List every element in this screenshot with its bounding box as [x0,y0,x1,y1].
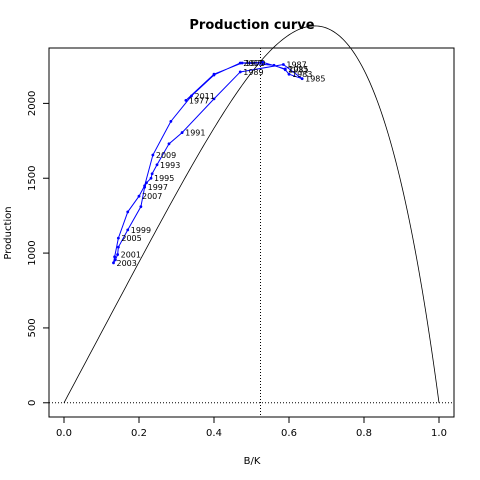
year-label: 2009 [156,151,176,160]
data-point [113,258,117,262]
year-label: 1983 [292,70,312,79]
x-tick-label: 0.8 [356,428,372,439]
data-point [149,176,153,180]
year-label: 2001 [121,251,141,260]
year-label: 1985 [305,75,325,84]
year-label: 2003 [117,259,137,268]
data-point [300,77,304,81]
chart-title: Production curve [189,18,314,33]
data-point [272,63,276,67]
x-axis: 0.0 0.2 0.4 0.6 0.8 1.0 [56,417,447,439]
data-point [143,184,147,188]
data-point [150,172,154,176]
x-tick-label: 0.4 [206,428,222,439]
data-point [151,153,155,157]
data-point [287,72,291,76]
data-point [155,163,159,167]
data-point [139,205,143,209]
year-label: 1977 [189,96,209,105]
data-point [113,255,117,259]
year-label: 1991 [185,129,205,138]
data-point [283,67,287,71]
data-point [238,61,242,65]
data-point [116,253,120,256]
y-axis: 0 500 1000 1500 2000 [27,91,49,406]
reference-lines [49,48,454,417]
data-point [212,97,216,101]
x-tick-label: 0.0 [56,428,72,439]
data-point [238,70,242,74]
y-tick-label: 2000 [27,91,38,116]
year-label: 1997 [148,183,168,192]
year-label: 1999 [131,226,151,235]
data-point [116,245,120,249]
year-label: 2005 [121,234,141,243]
y-tick-label: 1000 [27,240,38,265]
data-point [261,60,265,64]
plot-frame [48,47,455,418]
data-point [145,181,148,185]
year-label: 2015 [288,65,308,74]
year-label: 1979 [245,59,265,68]
data-point [167,142,171,146]
data-point [137,194,141,198]
year-label: 1995 [154,174,174,183]
data-point [126,210,130,214]
x-tick-label: 0.2 [131,428,147,439]
year-label: 2011 [195,92,215,101]
year-label: 1987 [286,60,306,69]
data-point [126,228,130,232]
year-label: 2007 [142,192,162,201]
y-axis-label: Production [3,206,14,259]
data-point [281,63,285,66]
year-label: 1981 [288,66,308,75]
data-point [116,236,120,240]
fitted-curve-line [63,25,440,403]
year-label: 1989 [243,68,263,77]
year-label: 2013 [243,59,263,68]
data-point [112,261,115,265]
y-tick-label: 0 [27,400,38,406]
y-tick-label: 500 [27,318,38,337]
x-axis-label: B/K [244,456,261,467]
data-point [180,131,184,134]
data-point [169,119,173,123]
data-point [184,98,188,102]
year-label: 1993 [160,161,180,170]
data-point [212,73,216,77]
fitted-production-curve [63,25,440,403]
x-tick-label: 0.6 [281,428,297,439]
y-tick-label: 1500 [27,166,38,191]
data-point [190,94,193,98]
x-tick-label: 1.0 [431,428,447,439]
